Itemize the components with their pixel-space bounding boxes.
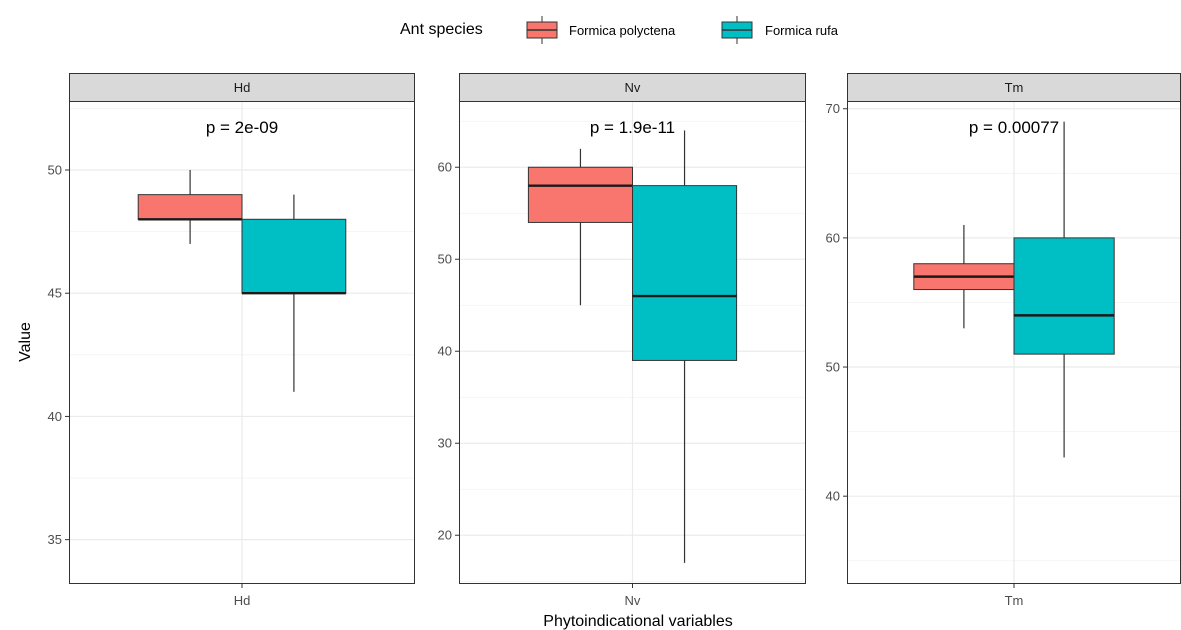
box-formica-rufa (241, 194, 347, 392)
box-formica-rufa (632, 130, 738, 563)
p-value-label: p = 2e-09 (206, 118, 278, 137)
facet-strip (69, 73, 415, 102)
p-value-label: p = 1.9e-11 (590, 118, 675, 137)
facets: Hd 35 40 45 50 p = 2e-09 Hd Nv 20 30 40 50 60 p = 1.9… (48, 73, 1181, 608)
facet-strip-label: Tm (1005, 80, 1024, 95)
box-body (137, 194, 243, 220)
y-tick-label: 60 (438, 160, 452, 175)
legend-item-1: Formica rufa (721, 16, 839, 44)
box-body (1013, 237, 1115, 355)
y-tick-label: 40 (48, 409, 62, 424)
legend-label: Formica rufa (765, 23, 839, 38)
x-tick-label: Nv (625, 593, 641, 608)
box-formica-polyctena (527, 148, 634, 306)
x-tick-label: Tm (1005, 593, 1024, 608)
y-tick-label: 20 (438, 528, 452, 543)
facet-strip (847, 73, 1181, 102)
legend-item-0: Formica polyctena (526, 16, 676, 44)
legend-title: Ant species (400, 21, 483, 38)
box-body (527, 166, 634, 223)
facet-strip-label: Nv (625, 80, 641, 95)
legend: Ant species Formica polyctena Formica ruf… (400, 16, 839, 44)
facet-strip-label: Hd (234, 80, 251, 95)
panel-border (459, 101, 806, 584)
legend-label: Formica polyctena (569, 23, 676, 38)
facet-Hd: Hd 35 40 45 50 p = 2e-09 Hd (48, 73, 415, 608)
box-formica-rufa (1013, 121, 1115, 458)
y-tick-label: 50 (438, 252, 452, 267)
box-body (632, 185, 738, 361)
y-tick-label: 70 (826, 101, 840, 116)
facet-Tm: Tm 40 50 60 70 p = 0.00077 Tm (826, 73, 1181, 608)
facet-strip (459, 73, 806, 102)
y-tick-label: 60 (826, 230, 840, 245)
y-tick-label: 30 (438, 436, 452, 451)
y-tick-label: 40 (438, 344, 452, 359)
box-formica-polyctena (913, 224, 1015, 329)
y-axis-title: Value (17, 322, 34, 362)
x-tick-label: Hd (234, 593, 251, 608)
y-tick-label: 40 (826, 489, 840, 504)
x-axis-title: Phytoindicational variables (543, 613, 732, 630)
box-body (241, 218, 347, 294)
p-value-label: p = 0.00077 (969, 118, 1059, 137)
y-tick-label: 45 (48, 286, 62, 301)
facet-Nv: Nv 20 30 40 50 60 p = 1.9e-11 Nv (438, 73, 806, 608)
y-tick-label: 50 (826, 360, 840, 375)
y-tick-label: 35 (48, 532, 62, 547)
panel-border (69, 101, 415, 584)
y-tick-label: 50 (48, 163, 62, 178)
legend-items: Formica polyctena Formica rufa (526, 16, 839, 44)
box-formica-polyctena (137, 170, 243, 244)
